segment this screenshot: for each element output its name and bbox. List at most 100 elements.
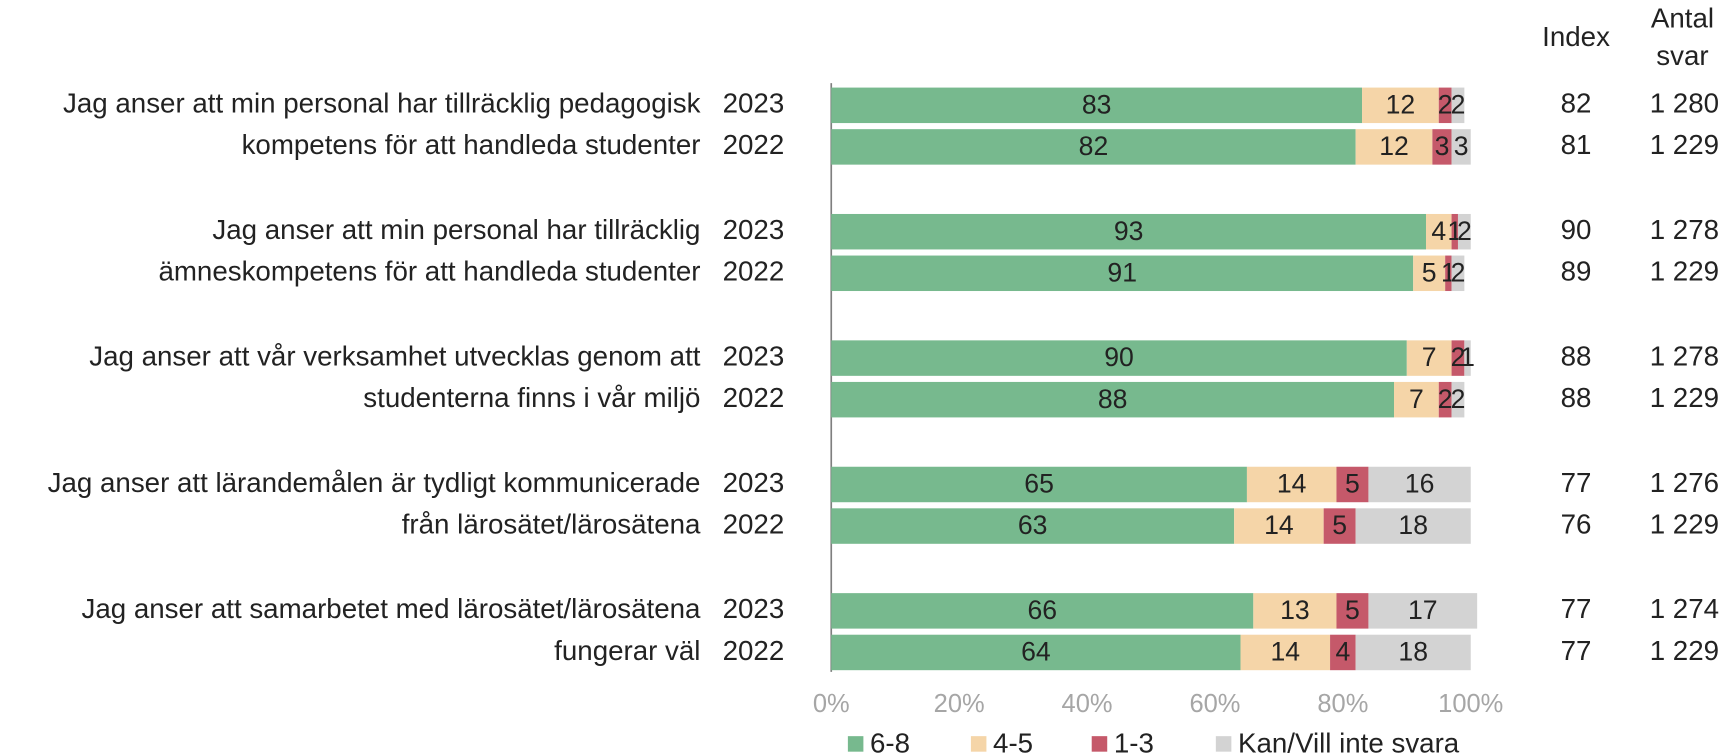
data-label: 83 xyxy=(1082,89,1112,119)
count-value: 1 229 xyxy=(1650,129,1719,160)
bar-segment xyxy=(1253,593,1337,629)
legend-label: 6-8 xyxy=(870,727,910,755)
data-label: 93 xyxy=(1114,216,1144,246)
bar-segment xyxy=(1362,87,1439,124)
legend-swatch xyxy=(1091,736,1108,752)
data-label: 17 xyxy=(1408,595,1438,625)
count-header: svar xyxy=(1656,40,1708,71)
count-value: 1 278 xyxy=(1650,340,1719,371)
data-label: 63 xyxy=(1018,510,1048,540)
bar-segment xyxy=(1451,381,1465,418)
year-label: 2022 xyxy=(723,382,785,413)
bar-segment xyxy=(831,340,1407,376)
data-label: 14 xyxy=(1271,637,1301,667)
bar-segment xyxy=(831,593,1254,629)
data-label: 82 xyxy=(1079,131,1109,161)
question-label: kompetens för att handleda studenter xyxy=(242,129,701,160)
year-label: 2023 xyxy=(723,340,785,371)
bar-segment xyxy=(1413,255,1446,292)
bar-segment xyxy=(831,634,1241,671)
legend-label: 4-5 xyxy=(993,727,1033,755)
index-value: 77 xyxy=(1561,467,1592,498)
bar-segment xyxy=(1425,213,1452,250)
index-value: 81 xyxy=(1561,129,1592,160)
x-tick-label: 0% xyxy=(813,690,850,718)
year-label: 2023 xyxy=(723,593,785,624)
data-label: 3 xyxy=(1454,131,1469,161)
index-value: 88 xyxy=(1561,340,1592,371)
year-label: 2023 xyxy=(723,467,785,498)
bar-segment xyxy=(1323,508,1356,544)
question-label: från lärosätet/lärosätena xyxy=(402,508,701,539)
data-label: 90 xyxy=(1104,342,1134,372)
count-value: 1 229 xyxy=(1650,508,1719,539)
bar-segment xyxy=(1451,129,1471,165)
index-value: 90 xyxy=(1561,214,1592,245)
bar-segment xyxy=(831,87,1363,124)
bar-segment xyxy=(1406,340,1452,376)
legend-swatch xyxy=(1215,736,1232,752)
index-value: 76 xyxy=(1561,508,1592,539)
year-label: 2022 xyxy=(723,256,785,287)
data-label: 16 xyxy=(1405,469,1435,499)
index-value: 88 xyxy=(1561,382,1592,413)
bar-segment xyxy=(1451,87,1465,124)
data-label: 5 xyxy=(1422,257,1437,287)
bar-segment xyxy=(1394,381,1439,418)
data-label: 64 xyxy=(1021,637,1051,667)
data-label: 1 xyxy=(1460,342,1475,372)
data-label: 12 xyxy=(1386,89,1416,119)
question-label: fungerar väl xyxy=(554,635,700,666)
count-value: 1 280 xyxy=(1650,88,1719,119)
bar-segment xyxy=(1240,634,1331,671)
count-value: 1 274 xyxy=(1650,593,1719,624)
bar-segment xyxy=(1234,508,1324,544)
data-label: 5 xyxy=(1345,595,1360,625)
data-label: 5 xyxy=(1345,469,1360,499)
legend-swatch xyxy=(847,736,864,752)
data-label: 2 xyxy=(1451,384,1466,414)
bar-segment xyxy=(1246,466,1337,503)
bar-segment xyxy=(831,129,1356,165)
data-label: 2 xyxy=(1457,216,1472,246)
bar-segment xyxy=(1438,381,1452,418)
data-label: 91 xyxy=(1107,257,1137,287)
count-value: 1 276 xyxy=(1650,467,1719,498)
bar-segment xyxy=(1438,87,1452,124)
bar-segment xyxy=(1368,466,1471,503)
question-label: ämneskompetens för att handleda studente… xyxy=(158,256,700,287)
year-label: 2022 xyxy=(723,129,785,160)
bar-segment xyxy=(1457,213,1471,250)
index-value: 82 xyxy=(1561,88,1592,119)
index-value: 77 xyxy=(1561,593,1592,624)
count-value: 1 278 xyxy=(1650,214,1719,245)
data-label: 4 xyxy=(1431,216,1446,246)
bar-segment xyxy=(1355,129,1433,165)
data-label: 7 xyxy=(1409,384,1424,414)
index-header: Index xyxy=(1542,21,1610,52)
count-header: Antal xyxy=(1651,2,1714,33)
question-label: Jag anser att vår verksamhet utvecklas g… xyxy=(89,340,701,371)
index-value: 89 xyxy=(1561,256,1592,287)
data-label: 18 xyxy=(1398,510,1428,540)
data-label: 14 xyxy=(1264,510,1294,540)
data-label: 14 xyxy=(1277,469,1307,499)
data-label: 18 xyxy=(1398,637,1428,667)
question-label: Jag anser att min personal har tillräckl… xyxy=(63,88,701,119)
bar-segment xyxy=(831,213,1426,250)
data-label: 12 xyxy=(1379,131,1409,161)
question-label: Jag anser att lärandemålen är tydligt ko… xyxy=(48,467,701,498)
bar-segment xyxy=(1330,634,1356,671)
count-value: 1 229 xyxy=(1650,382,1719,413)
data-label: 4 xyxy=(1335,637,1350,667)
bar-segment xyxy=(1355,508,1471,544)
year-label: 2023 xyxy=(723,88,785,119)
legend-label: Kan/Vill inte svara xyxy=(1238,727,1460,755)
year-label: 2022 xyxy=(723,635,785,666)
data-label: 2 xyxy=(1451,342,1466,372)
bar-segment xyxy=(1368,593,1478,629)
year-label: 2022 xyxy=(723,508,785,539)
x-tick-label: 100% xyxy=(1438,690,1503,718)
bar-segment xyxy=(1432,129,1452,165)
